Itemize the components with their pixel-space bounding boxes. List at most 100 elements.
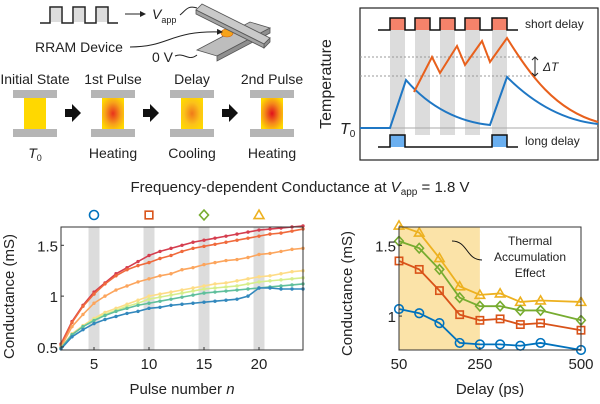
data-point bbox=[169, 293, 173, 297]
data-point bbox=[235, 288, 239, 292]
data-point bbox=[180, 249, 184, 254]
data-point bbox=[125, 311, 129, 316]
triangle-marker bbox=[534, 294, 547, 305]
switching-layer bbox=[24, 98, 46, 129]
data-point bbox=[125, 267, 129, 272]
series-7 bbox=[59, 286, 305, 351]
stage-caption: Heating bbox=[89, 145, 137, 161]
data-point bbox=[279, 284, 283, 288]
square-marker bbox=[475, 315, 485, 325]
short-pulse-fill bbox=[390, 18, 405, 30]
data-point bbox=[257, 252, 261, 257]
series-line bbox=[398, 224, 582, 303]
triangle-marker bbox=[433, 251, 446, 263]
diamond-marker bbox=[198, 208, 210, 222]
circle-marker bbox=[434, 318, 445, 329]
data-point bbox=[136, 303, 140, 307]
rram-device-label: RRAM Device bbox=[35, 39, 123, 55]
data-point bbox=[114, 274, 118, 278]
circle-marker bbox=[454, 337, 465, 349]
square-marker bbox=[455, 310, 465, 320]
annotation-leader bbox=[451, 240, 483, 261]
data-point bbox=[268, 274, 272, 278]
data-point bbox=[169, 303, 173, 307]
data-point bbox=[257, 286, 261, 290]
annotation-line: Thermal bbox=[508, 234, 552, 248]
data-point bbox=[213, 236, 217, 240]
x-tick-label: 5 bbox=[90, 356, 98, 373]
data-point bbox=[147, 277, 151, 281]
data-point bbox=[246, 236, 250, 240]
data-point bbox=[169, 290, 173, 294]
switching-layer bbox=[181, 98, 203, 129]
triangle-marker bbox=[413, 226, 426, 237]
data-point bbox=[279, 272, 283, 276]
right-arrow-icon bbox=[65, 104, 81, 122]
data-point bbox=[191, 293, 195, 297]
data-point bbox=[147, 297, 151, 301]
switching-layer bbox=[261, 98, 283, 129]
data-point bbox=[158, 299, 162, 303]
bottom-electrode bbox=[250, 129, 294, 137]
data-point bbox=[180, 295, 184, 299]
data-point bbox=[202, 262, 206, 267]
data-point bbox=[147, 306, 151, 311]
series-1 bbox=[59, 224, 305, 346]
series-line bbox=[398, 308, 582, 351]
data-point bbox=[169, 246, 173, 251]
plot-frame bbox=[398, 226, 582, 351]
short-delay-pulse-train bbox=[378, 17, 518, 31]
data-point bbox=[224, 240, 228, 244]
data-point bbox=[114, 288, 118, 292]
series-line bbox=[398, 260, 582, 332]
square-marker bbox=[144, 210, 154, 220]
pulse-band bbox=[440, 30, 455, 135]
data-point bbox=[191, 301, 195, 305]
data-point bbox=[224, 298, 228, 302]
data-point bbox=[81, 327, 85, 332]
x-tick-label: 500 bbox=[568, 356, 593, 373]
delta-t-arrow-icon bbox=[531, 56, 539, 77]
x-axis-label: Pulse number n bbox=[129, 381, 234, 398]
data-point bbox=[257, 280, 261, 284]
data-point bbox=[213, 299, 217, 303]
x-tick-label: 50 bbox=[391, 356, 408, 373]
conductance-vs-pulse-chart: 5 10 15 20 0.5 1 1.5 Pulse number n Conductance … bbox=[1, 208, 305, 398]
short-delay-label: short delay bbox=[525, 17, 584, 31]
data-point bbox=[92, 318, 96, 323]
data-point bbox=[290, 283, 294, 287]
data-point bbox=[147, 260, 151, 265]
annotation-line: Accumulation bbox=[494, 250, 566, 264]
data-point bbox=[191, 265, 195, 270]
data-point bbox=[235, 279, 239, 283]
triangle-marker bbox=[252, 208, 266, 220]
data-point bbox=[257, 275, 261, 279]
delta-t-label: ΔT bbox=[542, 60, 560, 74]
stage-4: 2nd Pulse Heating bbox=[241, 71, 303, 161]
data-point bbox=[180, 291, 184, 295]
data-point bbox=[202, 300, 206, 304]
data-point bbox=[136, 280, 140, 284]
stage-title: 2nd Pulse bbox=[241, 71, 303, 87]
highlight-band bbox=[88, 227, 100, 350]
data-point bbox=[136, 298, 140, 302]
long-pulse-fill bbox=[390, 135, 405, 147]
circle-marker bbox=[414, 308, 425, 319]
data-point bbox=[81, 304, 85, 308]
data-point bbox=[279, 231, 283, 235]
data-point bbox=[213, 242, 217, 246]
data-point bbox=[180, 288, 184, 292]
data-point bbox=[81, 312, 85, 317]
data-point bbox=[158, 295, 162, 299]
data-point bbox=[268, 279, 272, 283]
data-point bbox=[290, 247, 294, 252]
data-point bbox=[224, 234, 228, 238]
triangle-marker bbox=[493, 287, 507, 298]
bottom-electrode bbox=[13, 129, 57, 137]
pulse-waveform bbox=[40, 6, 118, 24]
data-point bbox=[169, 253, 173, 258]
data-point bbox=[158, 305, 162, 310]
circle-marker bbox=[495, 339, 506, 350]
